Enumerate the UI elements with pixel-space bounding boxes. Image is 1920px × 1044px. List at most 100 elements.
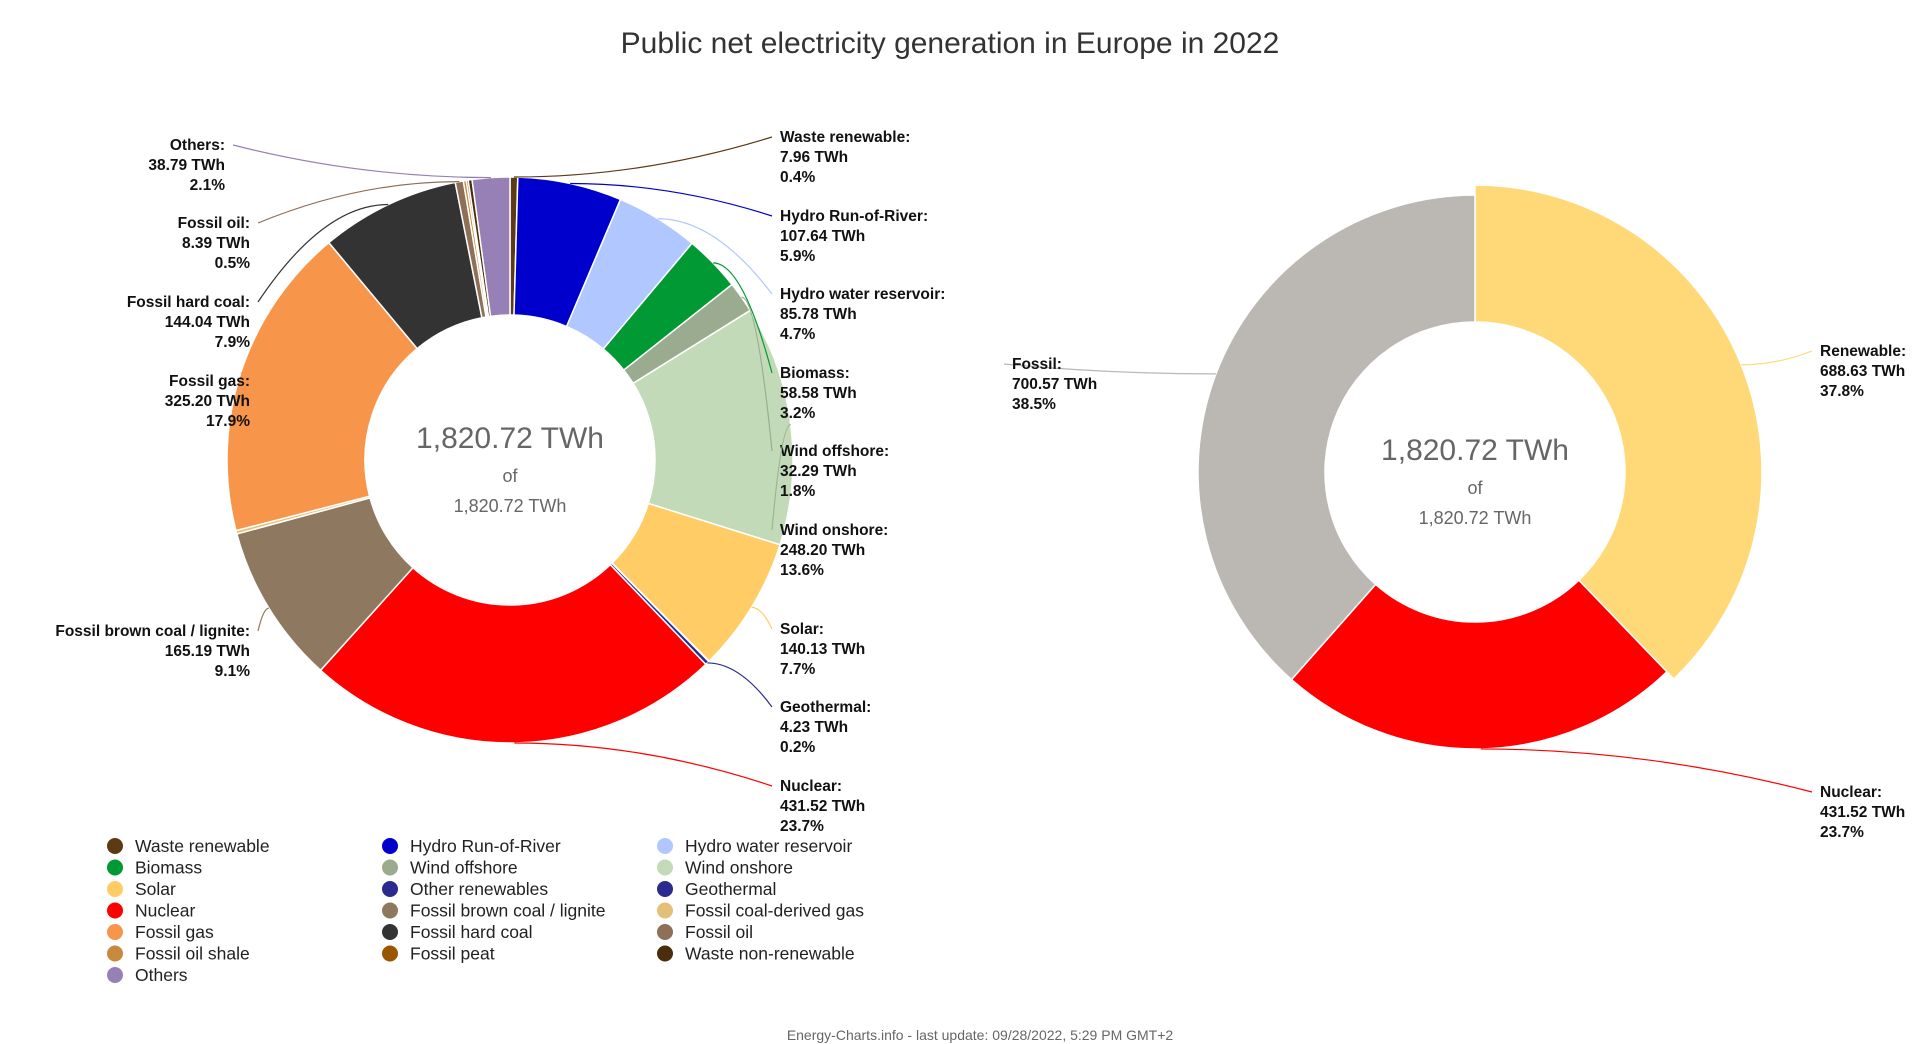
legend-item-nuclear[interactable]: Nuclear [107,901,195,921]
legend-item-fossil-oil-shale[interactable]: Fossil oil shale [107,944,250,964]
slice-label-line: 2.1% [190,177,226,194]
slice-label-waste-renewable: Waste renewable: 7.96 TWh 0.4% [780,129,910,186]
center-of-text: of [1467,478,1483,498]
slice-label-line: 688.63 TWh [1820,363,1905,380]
slice-label-wind-onshore: Wind onshore: 248.20 TWh 13.6% [780,522,888,579]
legend-marker [107,967,123,983]
legend-marker [657,859,673,876]
legend-item-waste-non-renewable[interactable]: Waste non-renewable [657,944,855,964]
connector-others [232,144,491,179]
slice-label-line: 23.7% [1820,824,1864,841]
legend-item-fossil-coal-derived-gas[interactable]: Fossil coal-derived gas [657,901,864,921]
slice-label-biomass: Biomass: 58.58 TWh 3.2% [780,365,857,422]
legend-marker [382,838,398,854]
slice-renewable[interactable] [1474,184,1763,681]
slice-label-line: Renewable: [1820,343,1906,360]
slice-label-line: 58.58 TWh [780,385,857,402]
slice-label-wind-offshore: Wind offshore: 32.29 TWh 1.8% [780,443,889,500]
center-total-sub: 1,820.72 TWh [454,496,567,516]
slice-nuclear[interactable] [319,563,707,744]
slice-label-geothermal: Geothermal: 4.23 TWh 0.2% [780,699,871,756]
legend-item-fossil-peat[interactable]: Fossil peat [382,944,495,964]
slice-label-fossil-brown-coal-lignite: Fossil brown coal / lignite: 165.19 TWh 9.… [55,623,250,680]
slice-label-line: Hydro water reservoir: [780,286,945,303]
slice-label-line: Fossil hard coal: [127,294,250,311]
slice-fossil[interactable] [1197,194,1476,681]
slice-label-nuclear: Nuclear: 431.52 TWh 23.7% [780,778,865,835]
legend-item-fossil-oil[interactable]: Fossil oil [657,922,753,942]
slice-label-line: Fossil brown coal / lignite: [55,623,250,640]
slice-label-line: Others: [170,137,225,154]
legend-marker [382,945,398,962]
legend-item-fossil-gas[interactable]: Fossil gas [107,922,214,942]
center-of-text: of [502,466,518,486]
legend-marker [657,945,673,962]
slice-label-line: 1.8% [780,483,816,500]
slice-label-fossil-oil: Fossil oil: 8.39 TWh 0.5% [178,215,251,272]
slice-label-line: 0.2% [780,739,816,756]
slice-label-line: 0.4% [780,169,816,186]
slice-label-line: 7.9% [215,334,251,351]
legend-item-biomass[interactable]: Biomass [107,858,202,878]
legend-label: Fossil brown coal / lignite [410,901,606,921]
legend-item-hydro-water-reservoir[interactable]: Hydro water reservoir [657,836,852,856]
slice-label-line: 4.23 TWh [780,719,848,736]
legend-label: Other renewables [410,879,548,899]
center-total-value: 1,820.72 TWh [1381,434,1569,467]
chart-title: Public net electricity generation in Eur… [621,27,1280,60]
slice-label-line: 107.64 TWh [780,228,865,245]
connector-fossil-hard-coal [257,203,389,303]
slice-label-line: 165.19 TWh [165,643,250,660]
legend-marker [107,902,123,919]
connector-fossil [1003,363,1216,375]
slice-label-others: Others: 38.79 TWh 2.1% [148,137,225,194]
legend-label: Solar [135,879,176,899]
slice-fossil-gas[interactable] [226,241,419,532]
legend-label: Fossil oil [685,922,753,942]
legend-item-hydro-run-of-river[interactable]: Hydro Run-of-River [382,836,561,856]
legend-label: Hydro water reservoir [685,836,852,856]
connector-geothermal [707,662,773,708]
legend-item-solar[interactable]: Solar [107,879,176,899]
slice-nuclear[interactable] [1290,579,1668,750]
slice-label-line: Solar: [780,621,824,638]
slice-label-line: 431.52 TWh [1820,804,1905,821]
slice-label-renewable: Renewable: 688.63 TWh 37.8% [1820,343,1906,400]
legend-marker [382,902,398,919]
legend-item-other-renewables[interactable]: Other renewables [382,879,548,899]
slice-label-line: 140.13 TWh [780,641,865,658]
center-total-value: 1,820.72 TWh [416,422,604,455]
connector-renewable [1741,350,1813,366]
legend-marker [657,924,673,940]
legend-marker [657,902,673,919]
legend-marker [657,881,673,897]
legend-label: Others [135,965,188,985]
slice-label-fossil-gas: Fossil gas: 325.20 TWh 17.9% [165,373,250,430]
legend-item-others[interactable]: Others [107,965,188,985]
slice-label-line: 17.9% [206,413,250,430]
slice-label-line: 32.29 TWh [780,463,857,480]
legend-item-fossil-hard-coal[interactable]: Fossil hard coal [382,922,533,942]
connector-nuclear [514,742,773,787]
slice-label-nuclear: Nuclear: 431.52 TWh 23.7% [1820,784,1905,841]
legend-item-waste-renewable[interactable]: Waste renewable [107,836,270,856]
legend-item-wind-onshore[interactable]: Wind onshore [657,858,793,878]
slice-label-line: 37.8% [1820,383,1864,400]
slice-wind-onshore[interactable] [632,309,794,546]
connector-solar [751,606,773,630]
slice-label-line: Hydro Run-of-River: [780,208,928,225]
legend-item-geothermal[interactable]: Geothermal [657,879,776,899]
slice-label-line: 38.79 TWh [148,157,225,174]
chart-legend: Waste renewable Hydro Run-of-River Hydro w… [107,836,864,985]
slice-label-line: Fossil: [1012,356,1062,373]
legend-item-fossil-brown-coal-lignite[interactable]: Fossil brown coal / lignite [382,901,606,921]
slice-label-line: 9.1% [215,663,251,680]
legend-item-wind-offshore[interactable]: Wind offshore [382,858,518,878]
generation-by-category-donut: 1,820.72 TWh of 1,820.72 TWh Renewable: 688.… [1003,184,1906,841]
slice-label-line: 38.5% [1012,396,1056,413]
center-total-sub: 1,820.72 TWh [1419,508,1532,528]
legend-marker [657,838,673,854]
slice-label-line: 7.96 TWh [780,149,848,166]
slice-label-line: Nuclear: [780,778,842,795]
